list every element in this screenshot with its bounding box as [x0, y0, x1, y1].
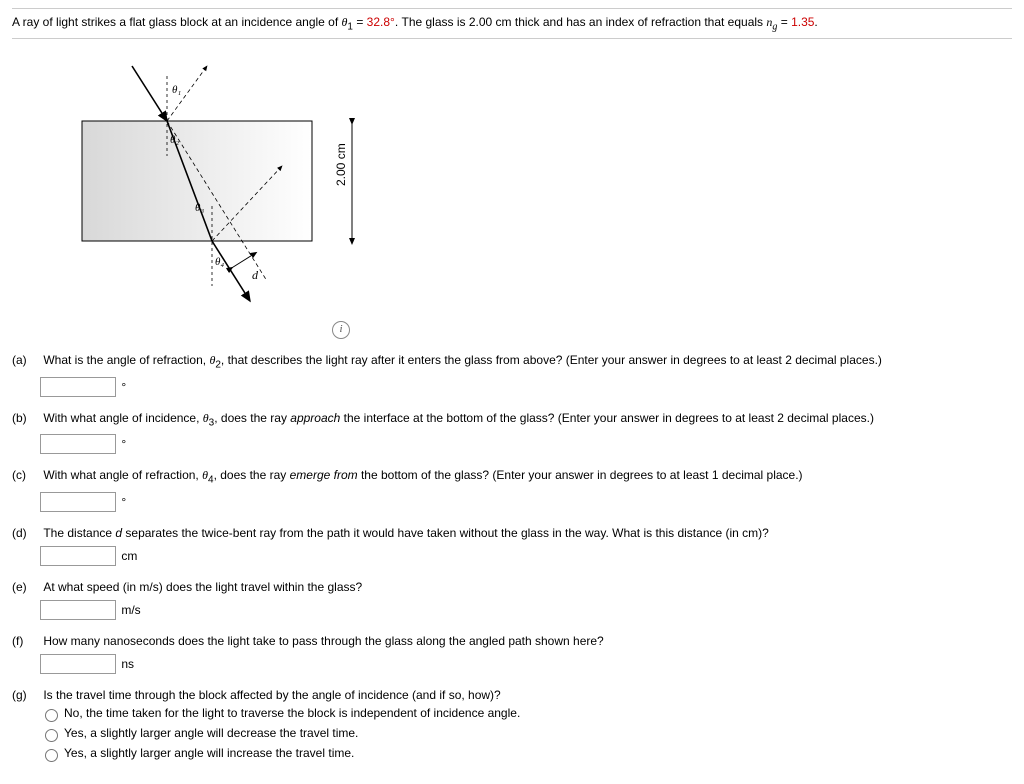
- part-g-option-0: No, the time taken for the light to trav…: [40, 706, 1012, 722]
- part-e: (e) At what speed (in m/s) does the ligh…: [12, 580, 1012, 620]
- theta2-label: θ₂: [170, 134, 179, 146]
- part-c-input[interactable]: [40, 492, 116, 512]
- part-b-question: With what angle of incidence, θ3, does t…: [43, 411, 983, 428]
- thickness-label: 2.00 cm: [334, 144, 348, 187]
- part-g-option-2: Yes, a slightly larger angle will increa…: [40, 746, 1012, 762]
- part-f-input[interactable]: [40, 654, 116, 674]
- part-b-input[interactable]: [40, 434, 116, 454]
- problem-text-2: . The glass is 2.00 cm thick and has an …: [395, 15, 767, 29]
- problem-period: .: [814, 15, 817, 29]
- part-c: (c) With what angle of refraction, θ4, d…: [12, 468, 1012, 511]
- part-g-option-1: Yes, a slightly larger angle will decrea…: [40, 726, 1012, 742]
- part-a: (a) What is the angle of refraction, θ2,…: [12, 353, 1012, 396]
- part-f: (f) How many nanoseconds does the light …: [12, 634, 1012, 674]
- part-g-option-1-label: Yes, a slightly larger angle will decrea…: [64, 726, 358, 740]
- part-g-option-2-label: Yes, a slightly larger angle will increa…: [64, 746, 354, 760]
- part-d-question: The distance d separates the twice-bent …: [43, 526, 983, 540]
- n-value: 1.35: [791, 15, 814, 29]
- part-b-unit: °: [121, 437, 126, 451]
- part-g-question: Is the travel time through the block aff…: [43, 688, 983, 702]
- info-icon[interactable]: i: [332, 321, 350, 339]
- part-a-question: What is the angle of refraction, θ2, tha…: [43, 353, 983, 370]
- problem-text-1: A ray of light strikes a flat glass bloc…: [12, 15, 342, 29]
- problem-statement: A ray of light strikes a flat glass bloc…: [12, 8, 1012, 39]
- eq2: =: [777, 15, 791, 29]
- part-f-unit: ns: [121, 657, 134, 671]
- part-g-radio-1[interactable]: [45, 729, 58, 742]
- part-d-label: (d): [12, 526, 40, 540]
- eq1: =: [353, 15, 367, 29]
- theta1-label: θ₁: [172, 84, 181, 96]
- part-d-unit: cm: [121, 549, 137, 563]
- part-g: (g) Is the travel time through the block…: [12, 688, 1012, 762]
- part-g-radio-2[interactable]: [45, 749, 58, 762]
- part-a-label: (a): [12, 353, 40, 367]
- part-b-label: (b): [12, 411, 40, 425]
- part-e-question: At what speed (in m/s) does the light tr…: [43, 580, 983, 594]
- part-g-radio-0[interactable]: [45, 709, 58, 722]
- part-f-label: (f): [12, 634, 40, 648]
- theta1-value: 32.8°: [367, 15, 395, 29]
- part-c-label: (c): [12, 468, 40, 482]
- part-d-input[interactable]: [40, 546, 116, 566]
- refraction-diagram: d θ₁ θ₂ θ₃ θ₄ 2.00 cm: [52, 51, 1012, 311]
- part-e-label: (e): [12, 580, 40, 594]
- part-c-unit: °: [121, 495, 126, 509]
- diagram-svg: d θ₁ θ₂ θ₃ θ₄ 2.00 cm: [52, 51, 412, 306]
- theta4-label: θ₄: [215, 256, 224, 268]
- part-g-label: (g): [12, 688, 40, 702]
- part-c-question: With what angle of refraction, θ4, does …: [43, 468, 983, 485]
- part-f-question: How many nanoseconds does the light take…: [43, 634, 983, 648]
- part-a-input[interactable]: [40, 377, 116, 397]
- theta3-label: θ₃: [195, 202, 204, 214]
- d-label: d: [252, 268, 259, 282]
- part-d: (d) The distance d separates the twice-b…: [12, 526, 1012, 566]
- part-a-unit: °: [121, 380, 126, 394]
- part-e-unit: m/s: [121, 603, 140, 617]
- part-g-option-0-label: No, the time taken for the light to trav…: [64, 706, 520, 720]
- part-b: (b) With what angle of incidence, θ3, do…: [12, 411, 1012, 454]
- part-e-input[interactable]: [40, 600, 116, 620]
